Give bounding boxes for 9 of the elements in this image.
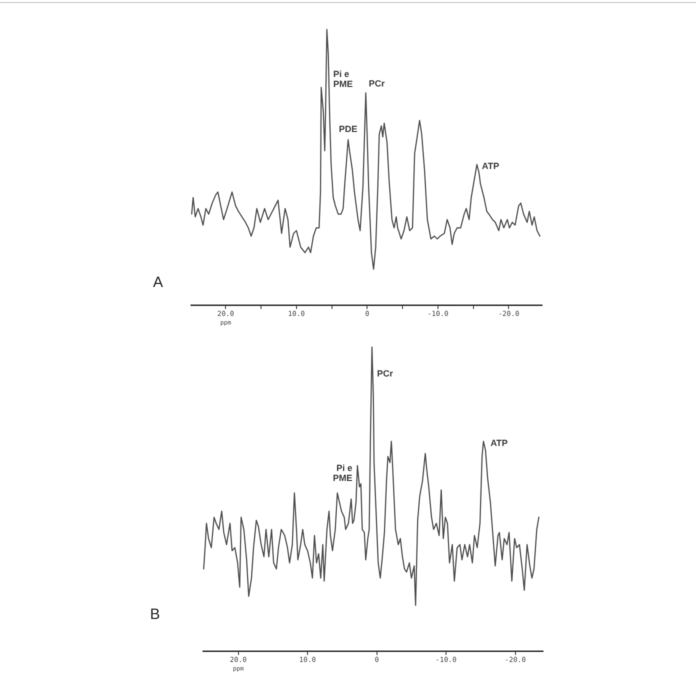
- annotation: Pi e PME: [332, 463, 352, 484]
- annotation: PCr: [376, 368, 394, 379]
- text: A: [153, 274, 164, 292]
- annotation: PDE: [338, 124, 358, 134]
- annotation: PCr: [368, 78, 386, 88]
- annotation: ATP: [482, 160, 500, 171]
- annotation: Pi e PME: [333, 68, 353, 89]
- text: B: [150, 606, 160, 624]
- annotation: ATP: [490, 438, 508, 448]
